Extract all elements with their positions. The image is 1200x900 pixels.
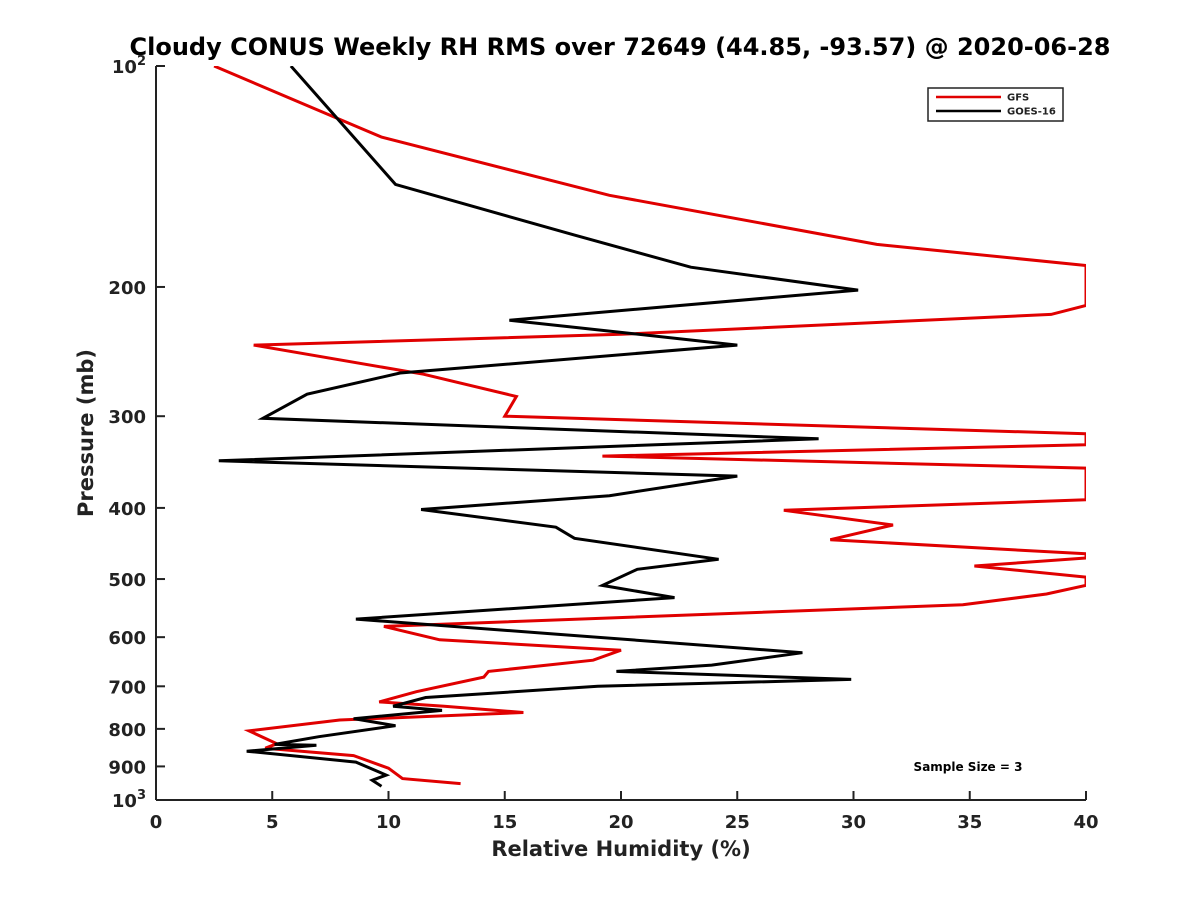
y-tick-label: 102	[112, 54, 146, 78]
legend-label: GFS	[1007, 93, 1029, 104]
y-tick-label: 500	[108, 570, 146, 591]
legend-label: GOES-16	[1007, 107, 1056, 118]
x-tick-label: 0	[150, 812, 163, 833]
chart-title: Cloudy CONUS Weekly RH RMS over 72649 (4…	[130, 33, 1111, 61]
x-tick-label: 30	[841, 812, 866, 833]
y-tick-label: 400	[108, 499, 146, 520]
y-tick-label: 600	[108, 628, 146, 649]
series-line-goes-16	[218, 66, 859, 788]
y-tick-label: 103	[112, 788, 146, 812]
y-tick-label: 300	[108, 407, 146, 428]
x-tick-label: 5	[266, 812, 279, 833]
x-tick-label: 35	[957, 812, 982, 833]
x-tick-label: 15	[492, 812, 517, 833]
y-tick-label: 900	[108, 757, 146, 778]
y-tick-label: 800	[108, 720, 146, 741]
x-tick-label: 10	[376, 812, 401, 833]
x-tick-label: 20	[608, 812, 633, 833]
series-layer	[213, 66, 1086, 788]
axes-layer: 0 5 10 15 20 25 30 35 40 102 200 300 400 500 600 700 800…	[108, 54, 1098, 833]
y-axis-label: Pressure (mb)	[74, 349, 98, 517]
sample-size-annotation: Sample Size = 3	[914, 760, 1023, 774]
legend-box	[927, 87, 1064, 122]
y-tick-label: 700	[108, 677, 146, 698]
x-tick-label: 40	[1073, 812, 1098, 833]
x-tick-label: 25	[725, 812, 750, 833]
x-axis-label: Relative Humidity (%)	[491, 837, 750, 861]
series-line-gfs	[213, 66, 1086, 786]
y-tick-label: 200	[108, 278, 146, 299]
legend: GFS GOES-16	[927, 87, 1064, 122]
